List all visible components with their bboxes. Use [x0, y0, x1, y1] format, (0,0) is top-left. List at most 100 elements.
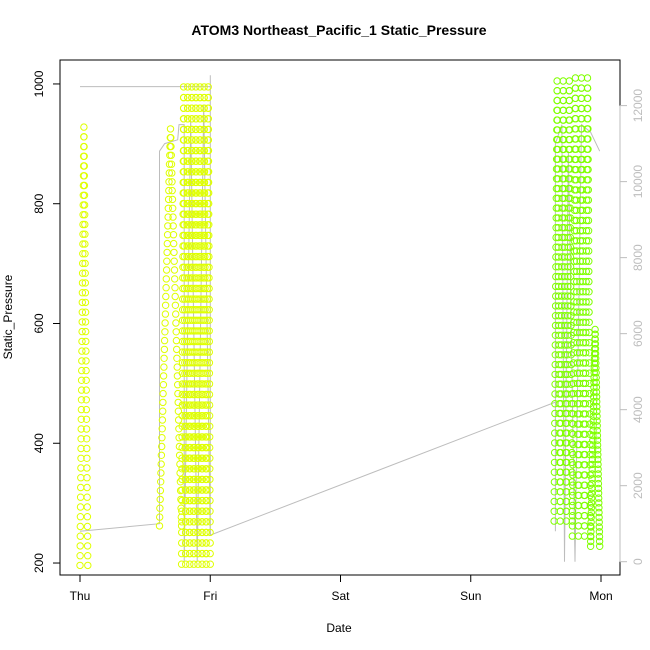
pressure-point: [591, 330, 599, 338]
pressure-point: [160, 363, 168, 371]
pressure-point: [201, 295, 209, 303]
plot-frame: [59, 59, 621, 576]
pressure-point: [196, 146, 205, 155]
pressure-point: [203, 412, 211, 420]
pressure-point: [588, 460, 596, 469]
pressure-point: [594, 489, 603, 497]
pressure-point: [81, 308, 90, 316]
pressure-point: [559, 77, 567, 85]
pressure-point: [77, 396, 86, 404]
pressure-point: [591, 345, 600, 353]
pressure-point: [76, 561, 84, 570]
pressure-point: [596, 542, 604, 550]
pressure-point: [194, 475, 203, 484]
pressure-point: [157, 478, 165, 486]
pressure-point: [180, 221, 188, 229]
pressure-point: [172, 310, 180, 318]
secondary-series-line: [80, 75, 601, 562]
pressure-point: [184, 136, 192, 144]
pressure-point: [184, 157, 192, 165]
pressure-point: [200, 157, 209, 165]
pressure-point: [585, 318, 593, 326]
pressure-point: [205, 252, 213, 261]
pressure-point: [584, 227, 593, 235]
pressure-point: [202, 454, 211, 462]
y-tick-label: 400: [32, 433, 46, 453]
pressure-point: [81, 259, 89, 268]
pressure-point: [81, 318, 90, 326]
pressure-point: [591, 340, 600, 348]
pressure-point: [192, 157, 200, 165]
pressure-point: [184, 93, 192, 102]
pressure-point: [194, 496, 202, 505]
pressure-point: [588, 465, 596, 473]
x-tick-label: Fri: [203, 589, 217, 603]
pressure-point: [171, 284, 179, 292]
pressure-point: [198, 496, 207, 505]
pressure-point: [77, 415, 86, 423]
pressure-point: [555, 409, 564, 418]
y-axis-label: Static_Pressure: [1, 274, 15, 359]
pressure-point: [170, 257, 178, 265]
pressure-point: [155, 522, 164, 530]
pressure-point: [205, 369, 214, 377]
pressure-point: [203, 369, 211, 377]
pressure-point: [79, 230, 87, 238]
pressure-point: [170, 266, 179, 274]
pressure-point: [594, 470, 602, 478]
pressure-point: [580, 512, 589, 520]
pressure-point: [584, 115, 592, 123]
pressure-point: [81, 211, 89, 219]
pressure-point: [188, 178, 196, 187]
pressure-point: [83, 513, 92, 521]
pressure-point: [182, 422, 191, 430]
pressure-point: [585, 298, 593, 306]
pressure-point: [584, 155, 592, 164]
pressure-point: [182, 539, 190, 547]
pressure-point: [591, 349, 600, 358]
pressure-point: [162, 292, 170, 301]
pressure-point: [180, 210, 188, 218]
pressure-point: [584, 186, 592, 194]
pressure-point: [205, 221, 213, 229]
pressure-point: [593, 441, 602, 449]
pressure-point: [186, 549, 194, 558]
pressure-point: [190, 507, 198, 515]
pressure-point: [182, 560, 190, 568]
pressure-point: [566, 243, 575, 251]
pressure-point: [582, 288, 590, 296]
pressure-point: [563, 341, 572, 349]
pressure-point: [581, 501, 589, 510]
pressure-point: [196, 136, 204, 144]
pressure-point: [77, 435, 85, 443]
pressure-point: [581, 450, 589, 459]
pressure-point: [584, 206, 593, 215]
pressure-point: [199, 401, 207, 409]
pressure-point: [83, 435, 91, 443]
pressure-point: [585, 308, 593, 316]
pressure-point: [162, 275, 171, 283]
pressure-point: [81, 298, 90, 307]
pressure-point: [580, 532, 589, 540]
pressure-point: [178, 528, 186, 537]
pressure-point: [190, 560, 198, 568]
pressure-point: [564, 214, 573, 222]
pressure-point: [188, 157, 196, 165]
y2-tick-label: 0: [631, 558, 645, 565]
pressure-point: [593, 431, 602, 440]
pressure-point: [201, 316, 209, 324]
pressure-point: [200, 93, 208, 102]
pressure-point: [190, 496, 198, 505]
pressure-point: [186, 475, 194, 484]
pressure-point: [162, 284, 170, 292]
pressure-point: [588, 455, 597, 464]
pressure-point: [184, 83, 192, 91]
pressure-point: [583, 74, 592, 82]
pressure-point: [81, 279, 90, 287]
pressure-point: [200, 189, 209, 197]
pressure-point: [589, 431, 597, 440]
pressure-point: [182, 454, 190, 462]
pressure-point: [194, 518, 202, 526]
pressure-point: [182, 496, 190, 505]
pressure-point: [582, 349, 590, 357]
